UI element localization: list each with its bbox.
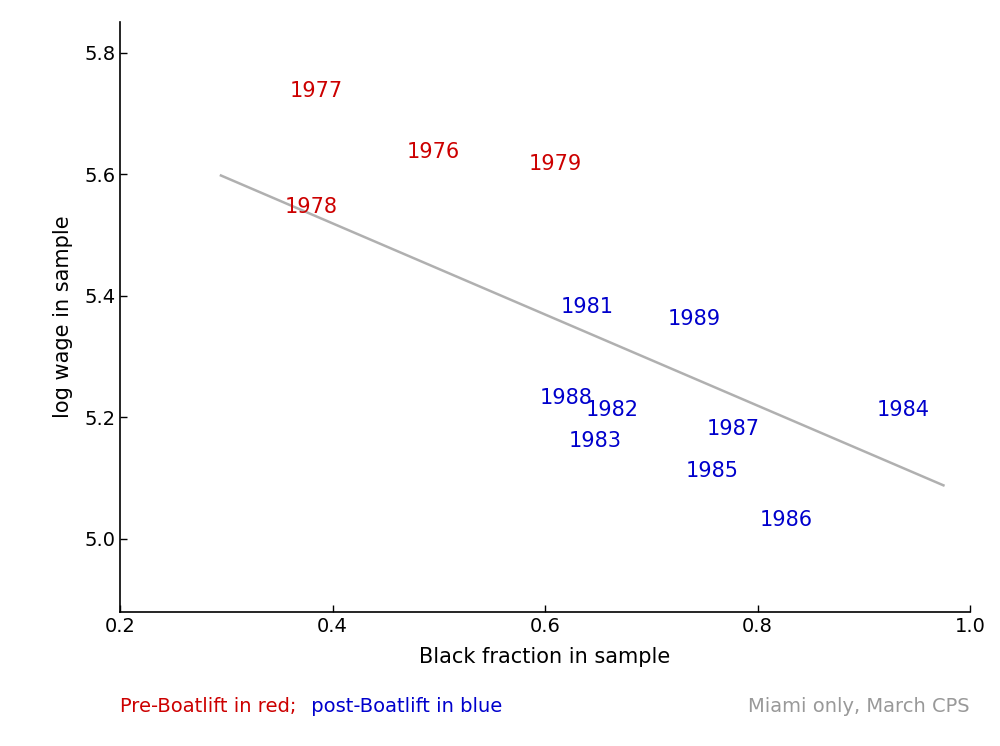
Text: 1986: 1986 — [760, 510, 813, 530]
Text: 1988: 1988 — [540, 388, 593, 408]
Text: 1981: 1981 — [561, 297, 614, 317]
Text: 1979: 1979 — [529, 154, 582, 175]
Text: 1987: 1987 — [706, 419, 760, 439]
Text: Miami only, March CPS: Miami only, March CPS — [748, 698, 970, 716]
Text: 1989: 1989 — [667, 309, 720, 329]
Y-axis label: log wage in sample: log wage in sample — [53, 216, 73, 419]
Text: Pre-Boatlift in red;: Pre-Boatlift in red; — [120, 698, 296, 716]
Text: 1985: 1985 — [685, 461, 738, 481]
Text: 1983: 1983 — [568, 430, 621, 451]
Text: 1976: 1976 — [407, 142, 460, 162]
Text: post-Boatlift in blue: post-Boatlift in blue — [305, 698, 502, 716]
X-axis label: Black fraction in sample: Black fraction in sample — [419, 647, 671, 667]
Text: 1984: 1984 — [876, 401, 930, 420]
Text: 1982: 1982 — [585, 401, 638, 420]
Text: 1978: 1978 — [285, 197, 338, 217]
Text: 1977: 1977 — [290, 81, 343, 101]
